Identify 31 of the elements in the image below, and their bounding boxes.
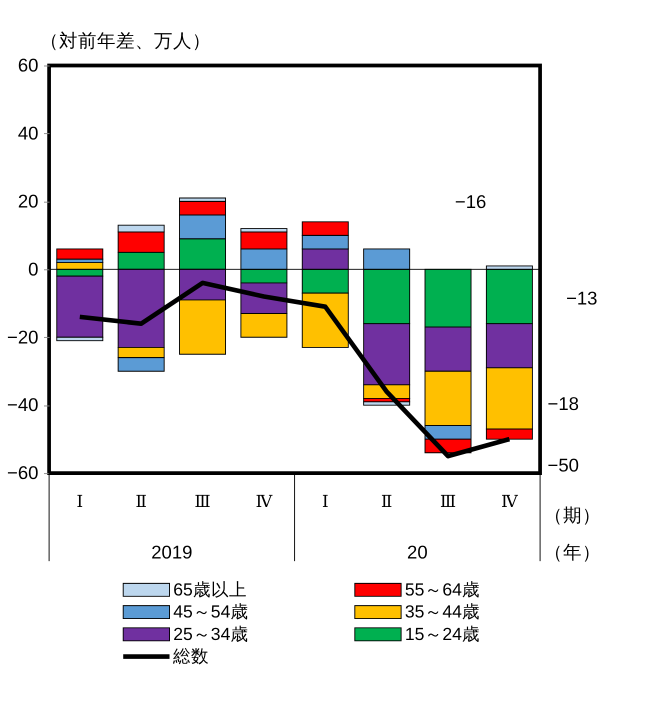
x-tick-label: Ⅲ [194, 492, 211, 511]
annotation: −16 [454, 191, 486, 212]
legend-label: 45～54歳 [173, 602, 248, 622]
y-tick-label: 60 [18, 54, 38, 76]
y-tick-label: 20 [18, 190, 38, 212]
x-tick-label: Ⅰ [322, 492, 329, 511]
y-axis-title: （対前年差、万人） [40, 30, 211, 51]
x-tick-label: Ⅲ [440, 492, 456, 511]
text: 20 [407, 541, 428, 562]
text: −13 [566, 288, 598, 309]
y-tick-label: 0 [28, 258, 38, 280]
legend-label: 15～24歳 [404, 624, 480, 644]
text: （年） [544, 541, 602, 562]
x-tick-label: Ⅳ [501, 492, 518, 511]
y-tick-label: −20 [7, 326, 38, 348]
legend-label: 65歳以上 [173, 579, 247, 600]
text: 2019 [151, 541, 192, 562]
legend-label: 25～34歳 [173, 624, 248, 644]
y-tick-label: −40 [7, 394, 38, 416]
y-tick-label: −60 [7, 462, 38, 484]
legend-label: 35～44歳 [404, 602, 480, 622]
text: −50 [548, 454, 579, 476]
y-tick-label: 40 [18, 122, 38, 144]
x-tick-label: Ⅳ [256, 492, 273, 511]
legend-label: 総数 [172, 646, 210, 666]
x-tick-label: Ⅱ [135, 492, 147, 511]
x-tick-label: Ⅰ [76, 492, 84, 511]
text: −18 [548, 393, 579, 414]
x-tick-label: Ⅱ [380, 492, 392, 511]
text: （期） [544, 504, 602, 526]
legend-label: 55～64歳 [404, 579, 480, 600]
